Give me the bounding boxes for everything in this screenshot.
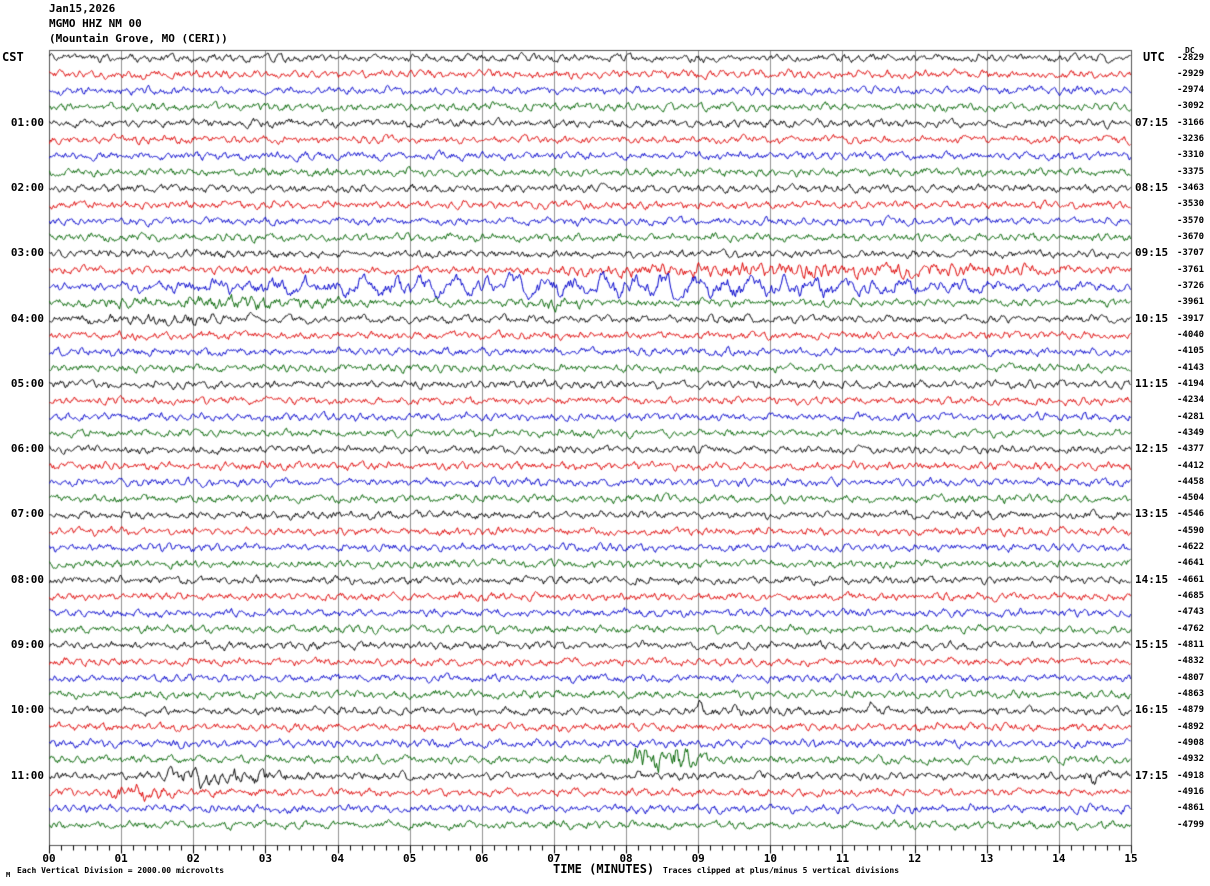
dc-offset-value: -4918 — [1177, 770, 1205, 781]
dc-offset-value: -3761 — [1177, 264, 1205, 275]
dc-offset-value: -2974 — [1177, 85, 1205, 96]
dc-offset-value: -4349 — [1177, 427, 1205, 438]
x-axis-tick-label: 04 — [330, 852, 345, 865]
cst-hour-label: 01:00 — [10, 115, 44, 129]
dc-offset-value: -4040 — [1177, 329, 1205, 340]
cst-hour-label: 07:00 — [10, 507, 44, 521]
dc-offset-value: -4863 — [1177, 688, 1205, 699]
x-axis-tick-label: 00 — [42, 852, 56, 865]
dc-offset-value: -4458 — [1177, 476, 1205, 487]
cst-hour-label: 02:00 — [10, 181, 44, 195]
watermark: M — [6, 871, 11, 879]
dc-offset-value: -3375 — [1177, 166, 1205, 177]
dc-offset-value: -4661 — [1177, 574, 1205, 585]
dc-offset-value: -4879 — [1177, 705, 1205, 716]
date-label: Jan15,2026 — [49, 2, 116, 15]
utc-time-label: 10:15 — [1135, 311, 1169, 325]
dc-offset-value: -3961 — [1177, 297, 1205, 308]
dc-offset-value: -4546 — [1177, 509, 1205, 520]
dc-offset-value: -4281 — [1177, 411, 1205, 422]
dc-offset-value: -3917 — [1177, 313, 1205, 324]
dc-offset-value: -3726 — [1177, 280, 1205, 291]
cst-hour-label: 09:00 — [10, 638, 44, 652]
dc-offset-value: -2829 — [1177, 52, 1205, 63]
cst-hour-label: 08:00 — [10, 572, 44, 586]
utc-time-label: 16:15 — [1135, 703, 1169, 717]
dc-label: DC — [1185, 46, 1195, 55]
dc-offset-value: -4685 — [1177, 591, 1205, 602]
utc-time-label: 17:15 — [1135, 768, 1169, 782]
dc-offset-value: -4892 — [1177, 721, 1205, 732]
scale-note: Each Vertical Division = 2000.00 microvo… — [17, 866, 225, 875]
dc-offset-value: -4504 — [1177, 493, 1205, 504]
x-axis-tick-label: 10 — [763, 852, 777, 865]
dc-offset-value: -3236 — [1177, 134, 1205, 145]
dc-offset-value: -4807 — [1177, 672, 1205, 683]
x-axis-tick-label: 02 — [186, 852, 200, 865]
x-axis-tick-label: 03 — [258, 852, 273, 865]
cst-hour-label: 03:00 — [10, 246, 44, 260]
dc-offset-value: -4743 — [1177, 607, 1205, 618]
x-axis-tick-label: 11 — [835, 852, 850, 865]
dc-offset-value: -3530 — [1177, 199, 1205, 210]
x-axis-tick-label: 15 — [1124, 852, 1138, 865]
utc-time-label: 12:15 — [1135, 442, 1169, 456]
cst-hour-label: 11:00 — [10, 768, 44, 782]
utc-time-label: 09:15 — [1135, 246, 1169, 260]
x-axis-tick-label: 05 — [403, 852, 417, 865]
utc-time-label: 08:15 — [1135, 181, 1169, 195]
dc-offset-value: -4861 — [1177, 803, 1205, 814]
dc-offset-value: -4932 — [1177, 754, 1205, 765]
left-timezone-label: CST — [2, 50, 24, 64]
dc-offset-value: -4916 — [1177, 786, 1205, 797]
x-axis-tick-label: 14 — [1052, 852, 1066, 865]
cst-hour-label: 04:00 — [10, 311, 44, 325]
x-axis-tick-label: 01 — [114, 852, 128, 865]
x-axis-tick-label: 06 — [475, 852, 489, 865]
dc-offset-value: -4377 — [1177, 444, 1205, 455]
dc-offset-value: -4590 — [1177, 525, 1205, 536]
clip-note: Traces clipped at plus/minus 5 vertical … — [663, 866, 900, 875]
cst-hour-label: 10:00 — [10, 703, 44, 717]
dc-offset-value: -4908 — [1177, 737, 1205, 748]
dc-offset-value: -3707 — [1177, 248, 1205, 259]
dc-offset-value: -4811 — [1177, 640, 1205, 651]
cst-hour-label: 05:00 — [10, 376, 44, 390]
cst-hour-label: 06:00 — [10, 442, 44, 456]
dc-offset-value: -3670 — [1177, 232, 1205, 243]
location-label: (Mountain Grove, MO (CERI)) — [49, 32, 228, 45]
x-axis-tick-label: 09 — [691, 852, 705, 865]
dc-offset-value: -3463 — [1177, 183, 1205, 194]
x-axis-tick-label: 07 — [547, 852, 561, 865]
utc-time-label: 07:15 — [1135, 115, 1169, 129]
dc-offset-value: -4143 — [1177, 362, 1205, 373]
station-label: MGMO HHZ NM 00 — [49, 17, 142, 30]
x-axis-tick-label: 08 — [619, 852, 633, 865]
dc-offset-value: -4412 — [1177, 460, 1205, 471]
dc-offset-value: -4105 — [1177, 346, 1205, 357]
dc-offset-value: -4234 — [1177, 395, 1205, 406]
utc-time-label: 14:15 — [1135, 572, 1169, 586]
dc-offset-value: -4622 — [1177, 542, 1205, 553]
x-axis-title: TIME (MINUTES) — [553, 862, 655, 876]
utc-time-label: 13:15 — [1135, 507, 1169, 521]
utc-time-label: 15:15 — [1135, 638, 1169, 652]
x-axis-tick-label: 12 — [907, 852, 922, 865]
dc-offset-value: -3092 — [1177, 101, 1205, 112]
x-axis-tick-label: 13 — [980, 852, 994, 865]
dc-offset-value: -2929 — [1177, 68, 1205, 79]
dc-offset-value: -3310 — [1177, 150, 1205, 161]
dc-offset-value: -3570 — [1177, 215, 1205, 226]
dc-offset-value: -4832 — [1177, 656, 1205, 667]
dc-offset-value: -4194 — [1177, 378, 1205, 389]
dc-offset-value: -4799 — [1177, 819, 1205, 830]
dc-offset-value: -4641 — [1177, 558, 1205, 569]
right-timezone-label: UTC — [1143, 50, 1165, 64]
dc-offset-value: -3166 — [1177, 117, 1205, 128]
utc-time-label: 11:15 — [1135, 376, 1169, 390]
dc-offset-value: -4762 — [1177, 623, 1205, 634]
